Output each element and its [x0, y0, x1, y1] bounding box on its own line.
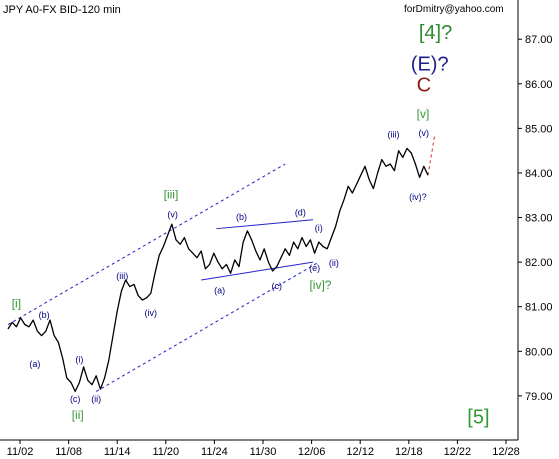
wave-label: (E)? — [411, 53, 449, 75]
x-tick-label: 11/24 — [201, 446, 228, 458]
x-tick-label: 11/30 — [250, 446, 277, 458]
y-tick-label: 82.00 — [525, 257, 553, 269]
channel-line — [201, 261, 313, 281]
wave-label: (c) — [70, 394, 81, 404]
x-tick-label: 12/18 — [395, 446, 423, 458]
x-tick-label: 12/12 — [346, 446, 374, 458]
wave-label: [i] — [12, 297, 21, 311]
channel-line — [427, 134, 436, 176]
channel-line — [95, 261, 320, 392]
x-tick-label: 11/08 — [55, 446, 82, 458]
wave-label: [4]? — [419, 22, 452, 44]
wave-label: C — [417, 74, 431, 96]
chart-title: JPY A0-FX BID-120 min — [3, 4, 121, 16]
wave-label: [iii] — [164, 187, 179, 201]
y-tick-label: 81.00 — [525, 302, 553, 314]
wave-label: (iii) — [388, 129, 400, 139]
y-tick-label: 80.00 — [525, 346, 553, 358]
wave-label: (v) — [167, 210, 178, 220]
wave-label: [5] — [467, 406, 489, 428]
wave-label: (ii) — [329, 258, 339, 268]
y-tick-label: 84.00 — [525, 168, 553, 180]
wave-labels: [i] (b) (a) (i) (c) (ii) [ii] (iii) (iv) [iii] (v)… — [12, 22, 490, 428]
wave-label: (ii) — [91, 394, 101, 404]
wave-label: (a) — [214, 285, 225, 295]
series-line — [7, 147, 429, 393]
y-tick-label: 86.00 — [525, 79, 553, 91]
x-tick-label: 11/20 — [152, 446, 179, 458]
wave-label: (iv) — [145, 308, 158, 318]
y-tick-label: 87.00 — [525, 34, 553, 46]
channel-line — [216, 219, 313, 230]
price-series — [7, 147, 429, 393]
y-tick-label: 83.00 — [525, 213, 553, 225]
wave-label: (a) — [29, 359, 40, 369]
wave-label: [v] — [417, 107, 430, 121]
x-ticks: 11/02 11/08 11/14 11/20 11/24 11/30 12/06 12/12… — [7, 440, 520, 458]
x-tick-label: 11/14 — [104, 446, 131, 458]
y-ticks: 79.00 80.00 81.00 82.00 83.00 84.00 85.00 86.00… — [518, 34, 553, 403]
wave-label: (b) — [39, 310, 50, 320]
y-tick-label: 85.00 — [525, 123, 553, 135]
wave-label: [iv]? — [309, 278, 331, 292]
x-tick-label: 11/02 — [7, 446, 34, 458]
wave-label: (i) — [75, 355, 83, 365]
wave-label: (c) — [272, 281, 283, 291]
channel-line — [7, 163, 286, 325]
axes — [0, 0, 519, 441]
wave-label: (d) — [295, 207, 306, 217]
watermark: forDmitry@yahoo.com — [404, 4, 504, 15]
wave-label: (i) — [315, 223, 323, 233]
wave-label: (e) — [309, 263, 320, 273]
channel-lines — [7, 134, 436, 392]
x-tick-label: 12/06 — [298, 446, 326, 458]
y-tick-label: 79.00 — [525, 391, 553, 403]
wave-label: [ii] — [72, 408, 84, 422]
wave-label: (iii) — [116, 271, 128, 281]
x-tick-label: 12/22 — [444, 446, 472, 458]
wave-label: (v) — [419, 128, 430, 138]
x-tick-label: 12/28 — [492, 446, 520, 458]
wave-label: (iv)? — [409, 192, 427, 202]
wave-label: (b) — [236, 212, 247, 222]
